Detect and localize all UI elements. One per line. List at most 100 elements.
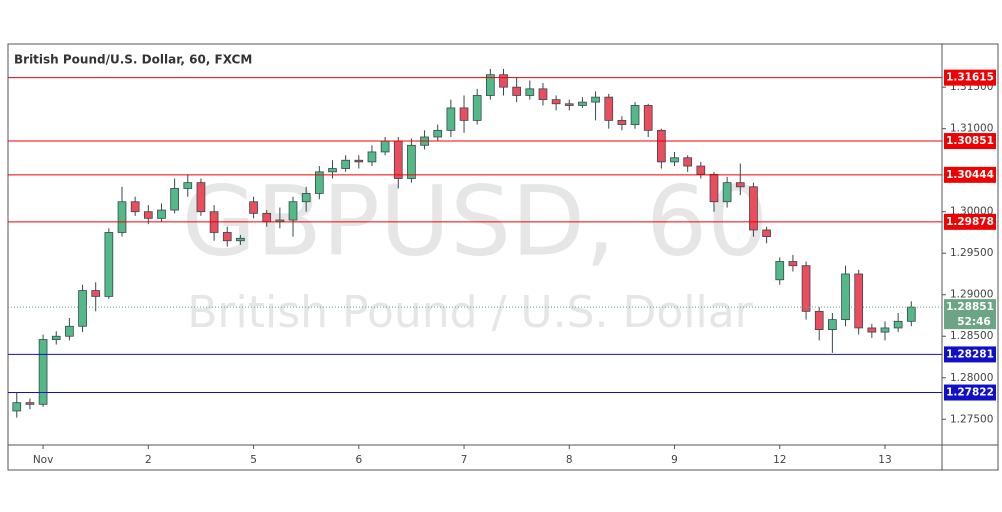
candle-body [143, 211, 153, 219]
candle-body [262, 212, 272, 223]
candle-body [157, 209, 166, 219]
candle-body [38, 339, 48, 405]
candle-body [880, 327, 890, 333]
y-tick-label: 1.29500 [950, 247, 993, 259]
candle-body [25, 402, 35, 405]
candle-body [393, 140, 403, 179]
candle-body [525, 88, 535, 96]
level-label: 1.31615 [946, 72, 994, 84]
candle-body [117, 201, 127, 233]
candle-body [78, 290, 87, 327]
candle-body [341, 159, 350, 169]
candle-body [459, 107, 469, 121]
candle-body [801, 265, 811, 312]
level-label-box [944, 166, 996, 183]
x-tick-label: 5 [250, 454, 257, 466]
candle-body [578, 101, 587, 106]
x-tick-label: 8 [566, 454, 573, 466]
y-tick-label: 1.31000 [950, 123, 993, 135]
candle-body [183, 182, 193, 189]
chart-frame [7, 43, 999, 471]
candle-body [288, 201, 298, 221]
x-tick-label: 12 [773, 454, 786, 466]
candle-body [130, 201, 140, 213]
candle-body [893, 320, 903, 329]
candle-body [775, 261, 785, 281]
last-price-box [944, 299, 996, 330]
level-label: 1.28281 [946, 348, 994, 360]
candle-body [354, 159, 364, 163]
candle-body [486, 74, 495, 96]
candle-body [617, 119, 627, 125]
candle-body [367, 151, 377, 163]
y-tick-label: 1.29000 [950, 289, 993, 301]
level-label-box [944, 384, 996, 401]
candle-body [380, 140, 390, 153]
level-label: 1.27822 [946, 387, 994, 399]
last-price-label: 1.28851 [946, 301, 994, 313]
candle-body [696, 165, 706, 175]
x-tick-label: 6 [355, 454, 362, 466]
candle-body [657, 129, 666, 163]
candle-body [236, 237, 245, 242]
candle-body [788, 261, 798, 267]
candle-body [670, 157, 679, 163]
x-tick-label: 2 [145, 454, 152, 466]
candle-body [328, 168, 337, 173]
candle-body [12, 402, 22, 412]
candle-body [91, 290, 101, 297]
candle-body [604, 96, 614, 121]
level-label-box [944, 69, 996, 86]
candle-body [854, 273, 864, 329]
watermark-subtitle: British Pound / U.S. Dollar [187, 287, 753, 338]
candle-body [683, 157, 693, 167]
candle-body [104, 232, 114, 297]
x-tick-label: 7 [461, 454, 468, 466]
candle-body [51, 335, 61, 340]
candle-body [722, 182, 732, 203]
candle-body [591, 96, 600, 103]
candle-body [196, 182, 206, 213]
x-tick-label: 13 [878, 454, 891, 466]
candle-body [65, 325, 74, 337]
x-tick-label: 9 [671, 454, 678, 466]
candle-body [301, 193, 311, 203]
x-tick-label: Nov [33, 454, 54, 466]
candle-body [630, 105, 640, 125]
candle-body [867, 327, 877, 333]
level-label: 1.30851 [946, 135, 994, 147]
candle-body [538, 88, 548, 101]
candle-body [709, 173, 719, 203]
candle-body [762, 229, 771, 238]
candle-body [472, 95, 482, 121]
y-tick-label: 1.28500 [950, 330, 993, 342]
candle-body [433, 129, 443, 138]
candle-body [735, 182, 745, 188]
candle-body [814, 310, 824, 330]
candle-body [551, 99, 561, 105]
candle-body [222, 232, 232, 242]
candle-body [170, 188, 179, 211]
candle-body [749, 186, 758, 231]
candle-body [564, 103, 574, 106]
candle-body [512, 86, 522, 96]
candle-body [499, 74, 508, 88]
candle-body [841, 273, 850, 321]
countdown: 52:46 [957, 316, 990, 328]
level-label-box [944, 133, 996, 150]
candle-body [314, 171, 324, 194]
candle-body [446, 107, 456, 131]
candle-body [906, 306, 916, 322]
level-label-box [944, 213, 996, 230]
candle-body [643, 105, 653, 131]
y-tick-label: 1.27500 [950, 413, 993, 425]
candle-body [249, 201, 258, 214]
y-tick-label: 1.28000 [950, 372, 993, 384]
candle-body [828, 319, 837, 330]
chart-title: British Pound/U.S. Dollar, 60, FXCM [14, 53, 252, 67]
level-label: 1.30444 [946, 169, 994, 181]
level-label: 1.29878 [946, 216, 994, 228]
level-label-box [944, 346, 996, 363]
candle-body [407, 144, 416, 179]
